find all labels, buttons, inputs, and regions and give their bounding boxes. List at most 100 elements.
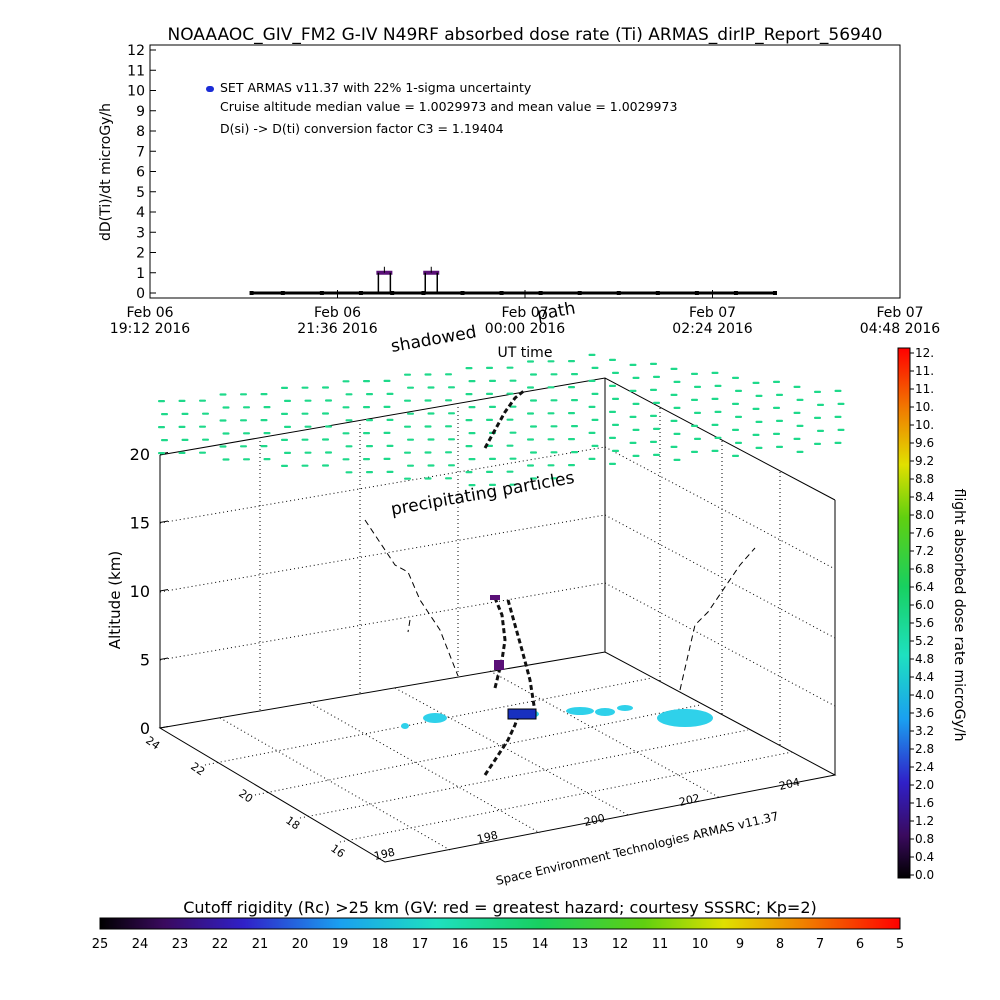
particle-mark bbox=[673, 432, 681, 435]
dose-tick-label: 0.0 bbox=[915, 868, 934, 882]
particle-mark bbox=[366, 393, 373, 396]
rigidity-tick-label: 16 bbox=[452, 937, 469, 952]
y-tick-label: 1 bbox=[136, 266, 145, 282]
particle-mark bbox=[345, 419, 353, 422]
dose-rate-point bbox=[319, 291, 324, 295]
particle-mark bbox=[612, 397, 619, 400]
particle-mark bbox=[752, 433, 760, 436]
particle-mark bbox=[489, 457, 496, 460]
particle-mark bbox=[219, 445, 227, 448]
y-tick-label: 12 bbox=[127, 43, 145, 59]
particle-mark bbox=[424, 451, 432, 454]
altitude-tick-mark bbox=[159, 520, 169, 523]
particle-mark bbox=[263, 458, 271, 461]
particle-mark bbox=[817, 403, 824, 406]
particle-mark bbox=[571, 451, 578, 454]
rigidity-tick-label: 10 bbox=[692, 937, 709, 952]
particle-mark bbox=[199, 425, 206, 428]
particle-mark bbox=[222, 432, 230, 435]
particle-mark bbox=[588, 379, 596, 382]
particle-mark bbox=[345, 471, 353, 474]
particle-mark bbox=[243, 458, 250, 461]
rigidity-tick-label: 5 bbox=[896, 937, 904, 952]
particle-mark bbox=[465, 393, 473, 396]
particle-mark bbox=[571, 399, 578, 402]
particle-mark bbox=[468, 484, 476, 487]
particle-mark bbox=[468, 458, 476, 461]
dose-tick-label: 2.0 bbox=[915, 778, 934, 792]
particle-mark bbox=[506, 470, 514, 473]
particle-mark bbox=[571, 425, 578, 428]
particle-mark bbox=[714, 436, 722, 439]
particle-mark bbox=[260, 419, 268, 422]
particle-mark bbox=[591, 392, 599, 395]
dose-tick-label: 0.8 bbox=[915, 832, 934, 846]
particle-mark bbox=[670, 367, 678, 370]
particle-mark bbox=[632, 428, 640, 431]
x-tick-day: Feb 06 bbox=[126, 305, 173, 321]
particle-mark bbox=[486, 392, 493, 395]
particle-mark bbox=[796, 424, 804, 427]
particle-mark bbox=[158, 452, 165, 455]
particle-mark bbox=[161, 439, 168, 442]
dose-tick-label: 0.4 bbox=[915, 850, 934, 864]
particle-mark bbox=[527, 386, 534, 389]
rigidity-tick-label: 13 bbox=[572, 937, 589, 952]
particle-mark bbox=[547, 438, 555, 441]
particle-mark bbox=[386, 418, 394, 421]
particle-mark bbox=[448, 438, 455, 441]
particle-mark bbox=[260, 393, 268, 396]
particle-mark bbox=[363, 406, 370, 409]
longitude-tick-label: 204 bbox=[778, 776, 801, 793]
rigidity-colorbar-gradient bbox=[99, 917, 901, 930]
y-tick-label: 8 bbox=[136, 124, 145, 140]
label-shadowed: shadowed bbox=[389, 322, 478, 357]
particle-mark bbox=[568, 438, 575, 441]
particle-mark bbox=[530, 399, 537, 402]
particle-mark bbox=[752, 407, 760, 410]
dose-tick-label: 10. bbox=[915, 418, 934, 432]
dose-tick-label: 2.4 bbox=[915, 760, 934, 774]
dose-tick-label: 7.6 bbox=[915, 526, 934, 540]
particle-mark bbox=[711, 371, 719, 374]
particle-mark bbox=[673, 458, 681, 461]
flight-track bbox=[483, 388, 537, 776]
particle-mark bbox=[243, 406, 250, 409]
particle-mark bbox=[506, 392, 514, 395]
latitude-tick-label: 18 bbox=[283, 814, 302, 833]
particle-mark bbox=[550, 451, 558, 454]
particle-mark bbox=[465, 445, 473, 448]
particle-mark bbox=[468, 380, 476, 383]
particle-mark bbox=[383, 457, 391, 460]
particle-mark bbox=[325, 451, 332, 454]
particle-mark bbox=[834, 441, 842, 444]
track-descent bbox=[506, 599, 537, 713]
particle-mark bbox=[322, 386, 329, 389]
particle-mark bbox=[489, 405, 496, 408]
particle-mark bbox=[588, 405, 596, 408]
particle-mark bbox=[158, 426, 165, 429]
dose-rate-point bbox=[733, 291, 738, 295]
particle-mark bbox=[694, 437, 701, 440]
particle-mark bbox=[817, 429, 824, 432]
rigidity-tick-label: 17 bbox=[412, 937, 429, 952]
particle-mark bbox=[445, 451, 452, 454]
y-tick-label: 4 bbox=[136, 205, 145, 221]
particle-mark bbox=[427, 464, 435, 467]
dose-tick-label: 5.6 bbox=[915, 616, 934, 630]
particle-mark bbox=[445, 477, 452, 480]
dose-tick-label: 1.2 bbox=[915, 814, 934, 828]
dose-rate-series bbox=[249, 266, 777, 295]
y-tick-label: 11 bbox=[127, 63, 145, 79]
x-tick-time: 02:24 2016 bbox=[672, 321, 753, 337]
particle-mark bbox=[550, 477, 558, 480]
dose-rate-point bbox=[390, 291, 395, 295]
rigidity-tick-label: 8 bbox=[776, 937, 784, 952]
particle-mark bbox=[588, 457, 596, 460]
particle-mark bbox=[284, 425, 291, 428]
longitude-tick-label: 200 bbox=[583, 812, 606, 829]
particle-mark bbox=[711, 449, 719, 452]
y-tick-label: 6 bbox=[136, 165, 145, 181]
particle-mark bbox=[776, 393, 783, 396]
